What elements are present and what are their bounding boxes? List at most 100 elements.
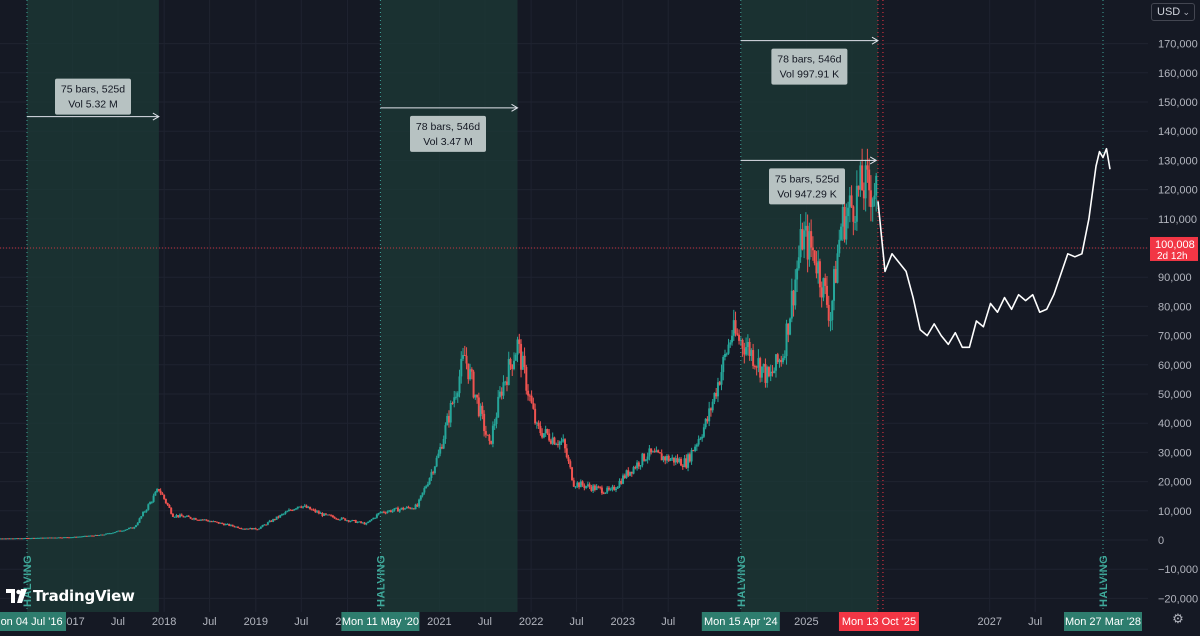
gear-icon[interactable]: ⚙ bbox=[1172, 611, 1184, 626]
y-tick-label: 80,000 bbox=[1158, 301, 1192, 313]
candle-body bbox=[453, 397, 456, 404]
candle-body bbox=[138, 518, 141, 523]
candle-body bbox=[161, 493, 164, 495]
candle-body bbox=[354, 520, 357, 523]
candle-body bbox=[296, 506, 299, 509]
candle-body bbox=[789, 318, 792, 335]
candle-body bbox=[541, 433, 544, 438]
candle-body bbox=[433, 466, 436, 474]
candle-body bbox=[474, 394, 477, 398]
candle-body bbox=[470, 369, 473, 372]
candle-body bbox=[708, 408, 711, 422]
y-tick-label: 30,000 bbox=[1158, 447, 1192, 459]
candle-body bbox=[483, 413, 486, 432]
candle-body bbox=[757, 358, 760, 368]
candle-body bbox=[727, 344, 730, 354]
candle-body bbox=[59, 537, 62, 539]
candle-body bbox=[729, 342, 732, 345]
candle-body bbox=[423, 488, 426, 493]
candle-body bbox=[535, 422, 538, 424]
candle-body bbox=[709, 408, 712, 411]
candle-body bbox=[497, 396, 500, 418]
y-tick-label: 20,000 bbox=[1158, 477, 1192, 489]
candle-body bbox=[520, 343, 523, 370]
candle-body bbox=[89, 535, 92, 537]
candle-body bbox=[542, 433, 545, 438]
candle-body bbox=[509, 358, 512, 365]
candle-body bbox=[231, 524, 234, 527]
candle-body bbox=[769, 371, 772, 377]
candle-body bbox=[479, 405, 482, 417]
tradingview-logo-icon bbox=[6, 589, 27, 603]
candle-body bbox=[803, 230, 806, 250]
candle-body bbox=[674, 458, 677, 463]
candle-body bbox=[263, 524, 266, 526]
candle-body bbox=[599, 486, 602, 488]
candle-body bbox=[495, 417, 498, 425]
candle-body bbox=[502, 382, 505, 396]
candle-body bbox=[484, 431, 487, 435]
candle-body bbox=[583, 485, 586, 488]
candle-body bbox=[219, 522, 222, 524]
candle-body bbox=[251, 528, 254, 530]
candle-body bbox=[767, 367, 770, 377]
candle-body bbox=[8, 538, 11, 540]
candle-body bbox=[289, 509, 292, 511]
candle-body bbox=[732, 320, 735, 336]
candle-body bbox=[386, 511, 389, 514]
candle-body bbox=[440, 447, 443, 449]
candle-body bbox=[673, 457, 676, 463]
candle-body bbox=[127, 528, 130, 530]
candle-body bbox=[178, 514, 181, 518]
candle-body bbox=[558, 441, 561, 446]
candle-body bbox=[653, 451, 656, 453]
candle-body bbox=[505, 381, 508, 385]
currency-selector[interactable]: USD ⌄ bbox=[1151, 3, 1195, 21]
candle-body bbox=[511, 364, 514, 369]
candle-body bbox=[513, 360, 516, 369]
candle-body bbox=[476, 394, 479, 398]
candle-body bbox=[704, 418, 707, 428]
candle-body bbox=[333, 517, 336, 519]
candle-body bbox=[279, 515, 282, 518]
candle-body bbox=[428, 477, 431, 485]
candle-body bbox=[163, 494, 166, 499]
x-tick-label: Jul bbox=[111, 616, 125, 628]
candle-body bbox=[622, 475, 625, 484]
candle-body bbox=[553, 437, 556, 445]
candle-body bbox=[119, 530, 122, 532]
candle-body bbox=[623, 475, 626, 478]
candle-body bbox=[298, 506, 301, 508]
candle-body bbox=[142, 511, 145, 517]
candle-body bbox=[432, 472, 435, 474]
candle-body bbox=[47, 537, 50, 539]
candle-body bbox=[382, 511, 385, 513]
candle-body bbox=[367, 522, 370, 524]
candle-body bbox=[164, 498, 167, 504]
candle-body bbox=[214, 521, 217, 523]
candle-body bbox=[862, 190, 865, 199]
candle-body bbox=[824, 278, 827, 286]
candle-body bbox=[613, 486, 616, 491]
candle-body bbox=[120, 530, 123, 532]
candle-body bbox=[530, 395, 533, 403]
candle-body bbox=[34, 537, 37, 539]
candle-body bbox=[335, 518, 338, 520]
candle-body bbox=[778, 359, 781, 363]
tradingview-wordmark: TradingView bbox=[33, 587, 135, 605]
candle-body bbox=[467, 363, 470, 380]
candle-body bbox=[834, 269, 837, 283]
candle-body bbox=[203, 519, 206, 521]
candle-body bbox=[287, 509, 290, 512]
candle-body bbox=[614, 488, 617, 491]
y-tick-label: 90,000 bbox=[1158, 272, 1192, 284]
candle-body bbox=[412, 508, 415, 510]
candle-body bbox=[731, 335, 734, 343]
candle-body bbox=[45, 537, 48, 539]
candle-body bbox=[200, 519, 203, 521]
candle-body bbox=[265, 524, 268, 526]
candle-body bbox=[736, 333, 739, 335]
candle-body bbox=[827, 304, 830, 321]
